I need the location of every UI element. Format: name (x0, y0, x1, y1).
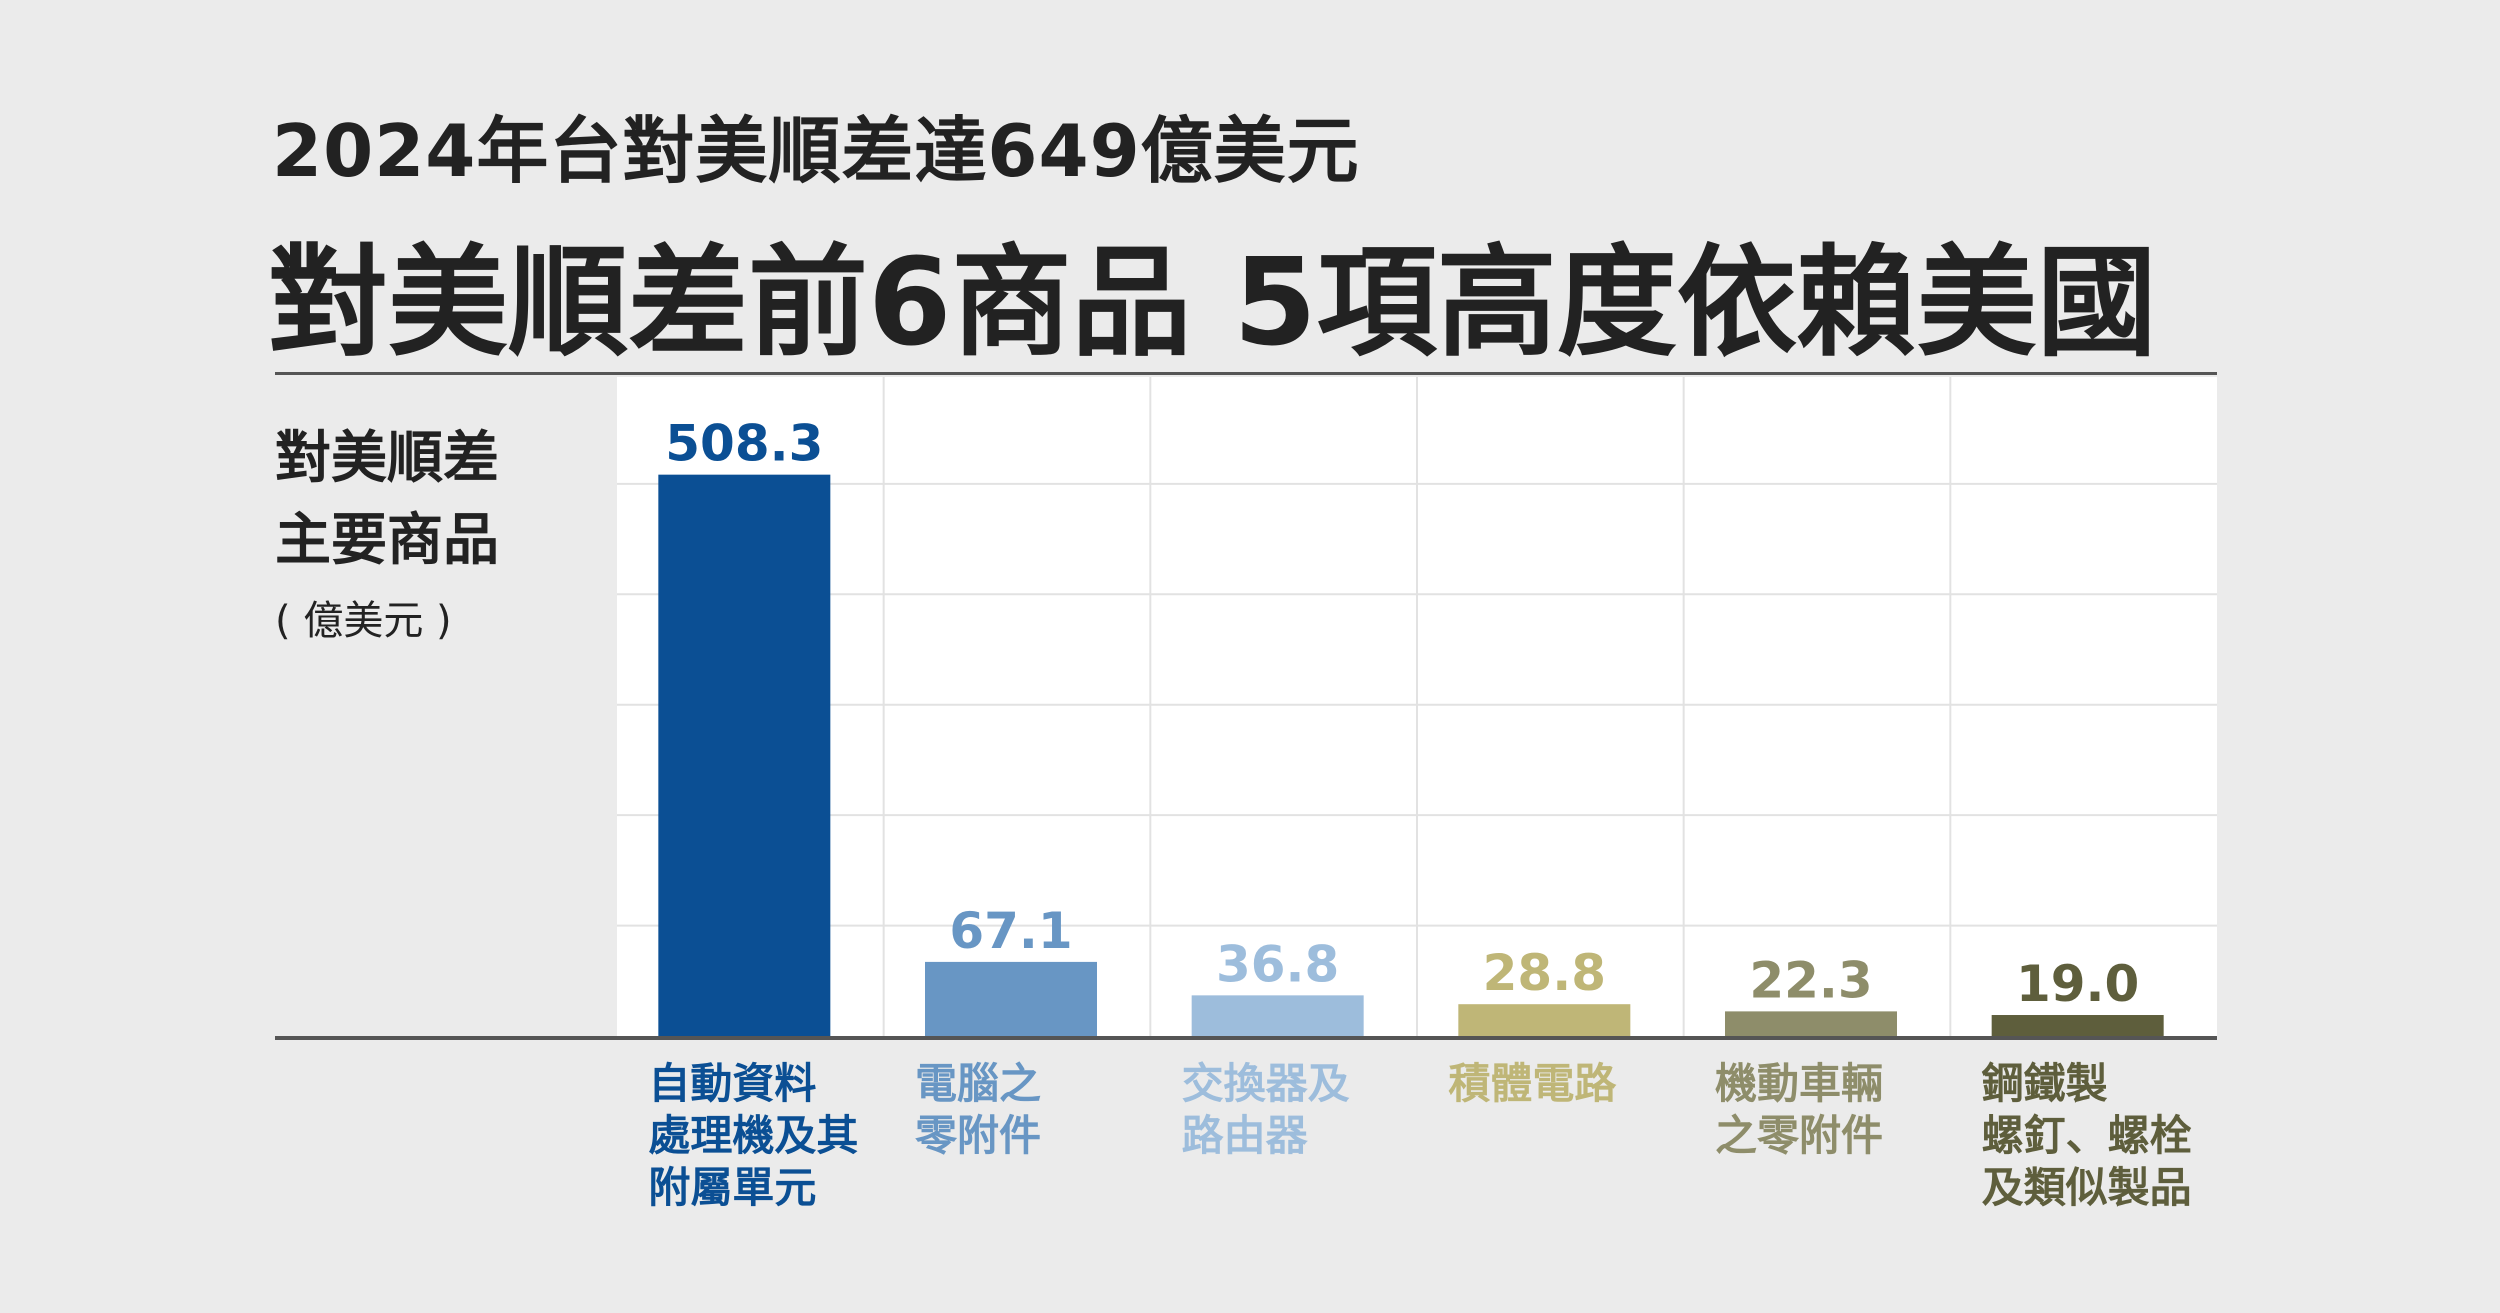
category-label-line: 螺釘、螺栓 (1981, 1111, 2192, 1160)
value-label: 36.8 (1216, 935, 1339, 993)
category-label-line: 零附件 (915, 1111, 1042, 1160)
category-label-line: 附屬單元 (648, 1163, 817, 1212)
bar (1725, 1011, 1897, 1036)
y-axis-unit: ( 億美元 ) (275, 598, 452, 644)
category-label-line: 鋼鐵製 (1981, 1059, 2108, 1108)
gridlines (617, 377, 2217, 1036)
category-label: 自動資料 處理機及其 附屬單元 (648, 1058, 858, 1214)
category-label-line: 積體電路 (1448, 1059, 1617, 1108)
value-label: 28.8 (1483, 944, 1606, 1002)
chart-title: 對美順差前6商品 5項高度依賴美國 (268, 234, 2157, 373)
category-label: 積體電路 (1448, 1058, 1616, 1110)
category-label-line: 及類似製品 (1981, 1163, 2192, 1212)
category-label-line: 自動資料 (648, 1059, 817, 1108)
y-axis-label: 對美順差 主要商品 (275, 418, 499, 582)
value-label: 508.3 (665, 415, 823, 473)
category-label-line: 路由器 (1181, 1111, 1308, 1160)
category-label: 鋼鐵製 螺釘、螺栓 及類似製品 (1982, 1058, 2192, 1214)
y-axis-label-line1: 對美順差 (275, 426, 499, 491)
bar (658, 474, 831, 1036)
bar (1458, 1004, 1631, 1036)
value-labels: 508.3 67.1 36.8 28.8 22.3 19.0 (665, 415, 2139, 1013)
category-label-line: 機動車輛 (1715, 1059, 1884, 1108)
category-label: 電腦之 零附件 (915, 1058, 1041, 1162)
category-label: 機動車輛 之零附件 (1715, 1058, 1883, 1162)
category-label-line: 處理機及其 (648, 1111, 859, 1160)
category-label: 交換器及 路由器 (1182, 1058, 1350, 1162)
bar (925, 961, 1097, 1036)
y-axis-label-line2: 主要商品 (275, 508, 499, 573)
bar (1191, 995, 1364, 1036)
category-label-line: 交換器及 (1181, 1059, 1350, 1108)
value-label: 67.1 (949, 902, 1072, 960)
chart-subtitle: 2024年台對美順差達649億美元 (272, 109, 1360, 193)
value-label: 22.3 (1749, 951, 1872, 1009)
category-label-line: 之零附件 (1715, 1111, 1884, 1160)
value-label: 19.0 (2016, 955, 2139, 1013)
title-divider (275, 372, 2217, 375)
category-label-line: 電腦之 (915, 1059, 1042, 1108)
bar (1991, 1015, 2164, 1036)
bars (658, 474, 2164, 1036)
